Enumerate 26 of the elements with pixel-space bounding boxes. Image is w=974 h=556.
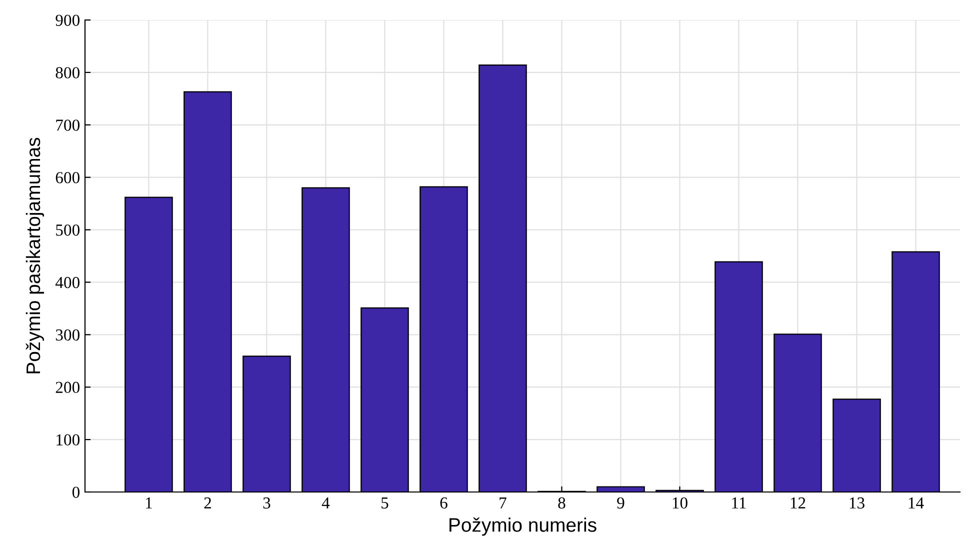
- x-tick-label: 11: [732, 497, 746, 508]
- x-tick-label: 10: [672, 497, 688, 509]
- y-tick-label: 700: [56, 120, 80, 131]
- x-tick-label: 13: [850, 497, 864, 509]
- x-tick-label: 9: [617, 497, 624, 509]
- y-tick-label: 400: [55, 276, 80, 288]
- x-tick-label: 4: [322, 497, 330, 508]
- x-tick-label: 6: [440, 497, 448, 509]
- x-tick-label: 8: [558, 497, 566, 509]
- x-axis-title: Požymio numeris: [450, 518, 596, 536]
- x-tick-label: 12: [790, 497, 806, 508]
- x-tick-label: 3: [263, 497, 270, 509]
- y-tick-label: 100: [56, 434, 80, 446]
- y-tick-label: 900: [56, 14, 80, 26]
- x-tick-label: 5: [382, 498, 388, 509]
- y-axis-title: Požymio pasikartojamumas: [26, 138, 44, 374]
- x-tick-label: 14: [908, 497, 924, 508]
- y-tick-label: 600: [56, 172, 80, 184]
- y-tick-label: 200: [56, 382, 80, 394]
- x-tick-label: 1: [146, 497, 152, 508]
- y-tick-label: 300: [56, 329, 80, 341]
- y-tick-label: 800: [56, 67, 80, 78]
- y-tick-label: 500: [56, 224, 80, 236]
- y-tick-label: 0: [72, 486, 80, 498]
- x-tick-label: 2: [204, 497, 211, 508]
- x-tick-label: 7: [500, 498, 506, 508]
